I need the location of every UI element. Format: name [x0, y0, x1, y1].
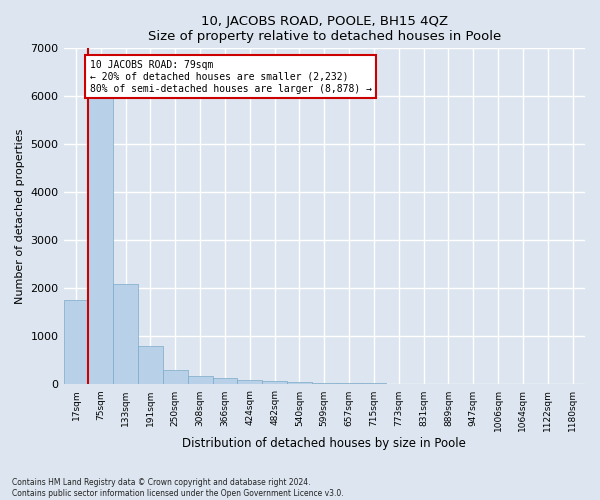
X-axis label: Distribution of detached houses by size in Poole: Distribution of detached houses by size …	[182, 437, 466, 450]
Y-axis label: Number of detached properties: Number of detached properties	[15, 128, 25, 304]
Title: 10, JACOBS ROAD, POOLE, BH15 4QZ
Size of property relative to detached houses in: 10, JACOBS ROAD, POOLE, BH15 4QZ Size of…	[148, 15, 501, 43]
Bar	[238, 380, 262, 384]
Text: 10 JACOBS ROAD: 79sqm
← 20% of detached houses are smaller (2,232)
80% of semi-d: 10 JACOBS ROAD: 79sqm ← 20% of detached …	[89, 60, 371, 94]
Bar	[287, 382, 312, 384]
Bar	[212, 378, 238, 384]
Text: Contains HM Land Registry data © Crown copyright and database right 2024.
Contai: Contains HM Land Registry data © Crown c…	[12, 478, 344, 498]
Bar	[88, 92, 113, 385]
Bar	[337, 383, 362, 384]
Bar	[64, 300, 88, 384]
Bar	[188, 376, 212, 384]
Bar	[262, 381, 287, 384]
Bar	[113, 284, 138, 384]
Bar	[163, 370, 188, 384]
Bar	[138, 346, 163, 385]
Bar	[312, 382, 337, 384]
